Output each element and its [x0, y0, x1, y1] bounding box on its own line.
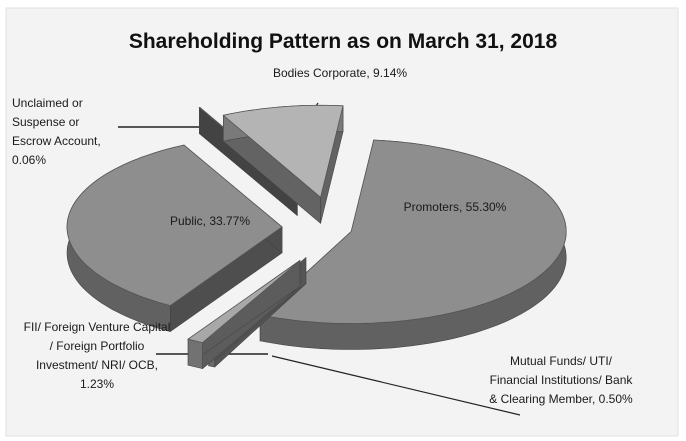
slice-side [187, 338, 203, 369]
slice-label: Unclaimed or Suspense or Escrow Account,… [12, 96, 101, 167]
slice-side [199, 107, 201, 134]
value-label: 0.06% [12, 153, 47, 167]
slice [259, 139, 567, 350]
pie [66, 104, 567, 370]
category: FII/ Foreign Venture Capital / Foreign P… [23, 320, 171, 372]
slice-top [66, 144, 283, 307]
slice-label: Public, 33.77% [169, 214, 251, 228]
category: Public [169, 214, 203, 228]
slice-top [187, 260, 301, 344]
slice-label: FII/ Foreign Venture Capital / Foreign P… [23, 320, 171, 391]
category: Unclaimed or Suspense or Escrow Account [12, 96, 98, 148]
value-label: 0.50% [598, 392, 633, 406]
category: Mutual Funds/ UTI/ Financial Institution… [489, 354, 633, 406]
value-label: 9.14% [373, 66, 408, 80]
value-label: 55.30% [465, 200, 507, 214]
chart-title: Shareholding Pattern as on March 31, 201… [128, 30, 558, 53]
category: Promoters [403, 200, 459, 214]
slice [222, 104, 344, 224]
slice-label: Promoters, 55.30% [403, 200, 507, 214]
slice [66, 144, 283, 333]
slice-label: Bodies Corporate, 9.14% [272, 66, 408, 80]
leader-line [271, 355, 521, 416]
slice-top [222, 104, 344, 199]
slice [187, 259, 301, 370]
slice-top [259, 139, 567, 324]
value-label: 33.77% [209, 214, 251, 228]
slice-label: Mutual Funds/ UTI/ Financial Institution… [489, 354, 633, 406]
value-label: 1.23% [79, 377, 115, 391]
category: Bodies Corporate [272, 66, 367, 80]
